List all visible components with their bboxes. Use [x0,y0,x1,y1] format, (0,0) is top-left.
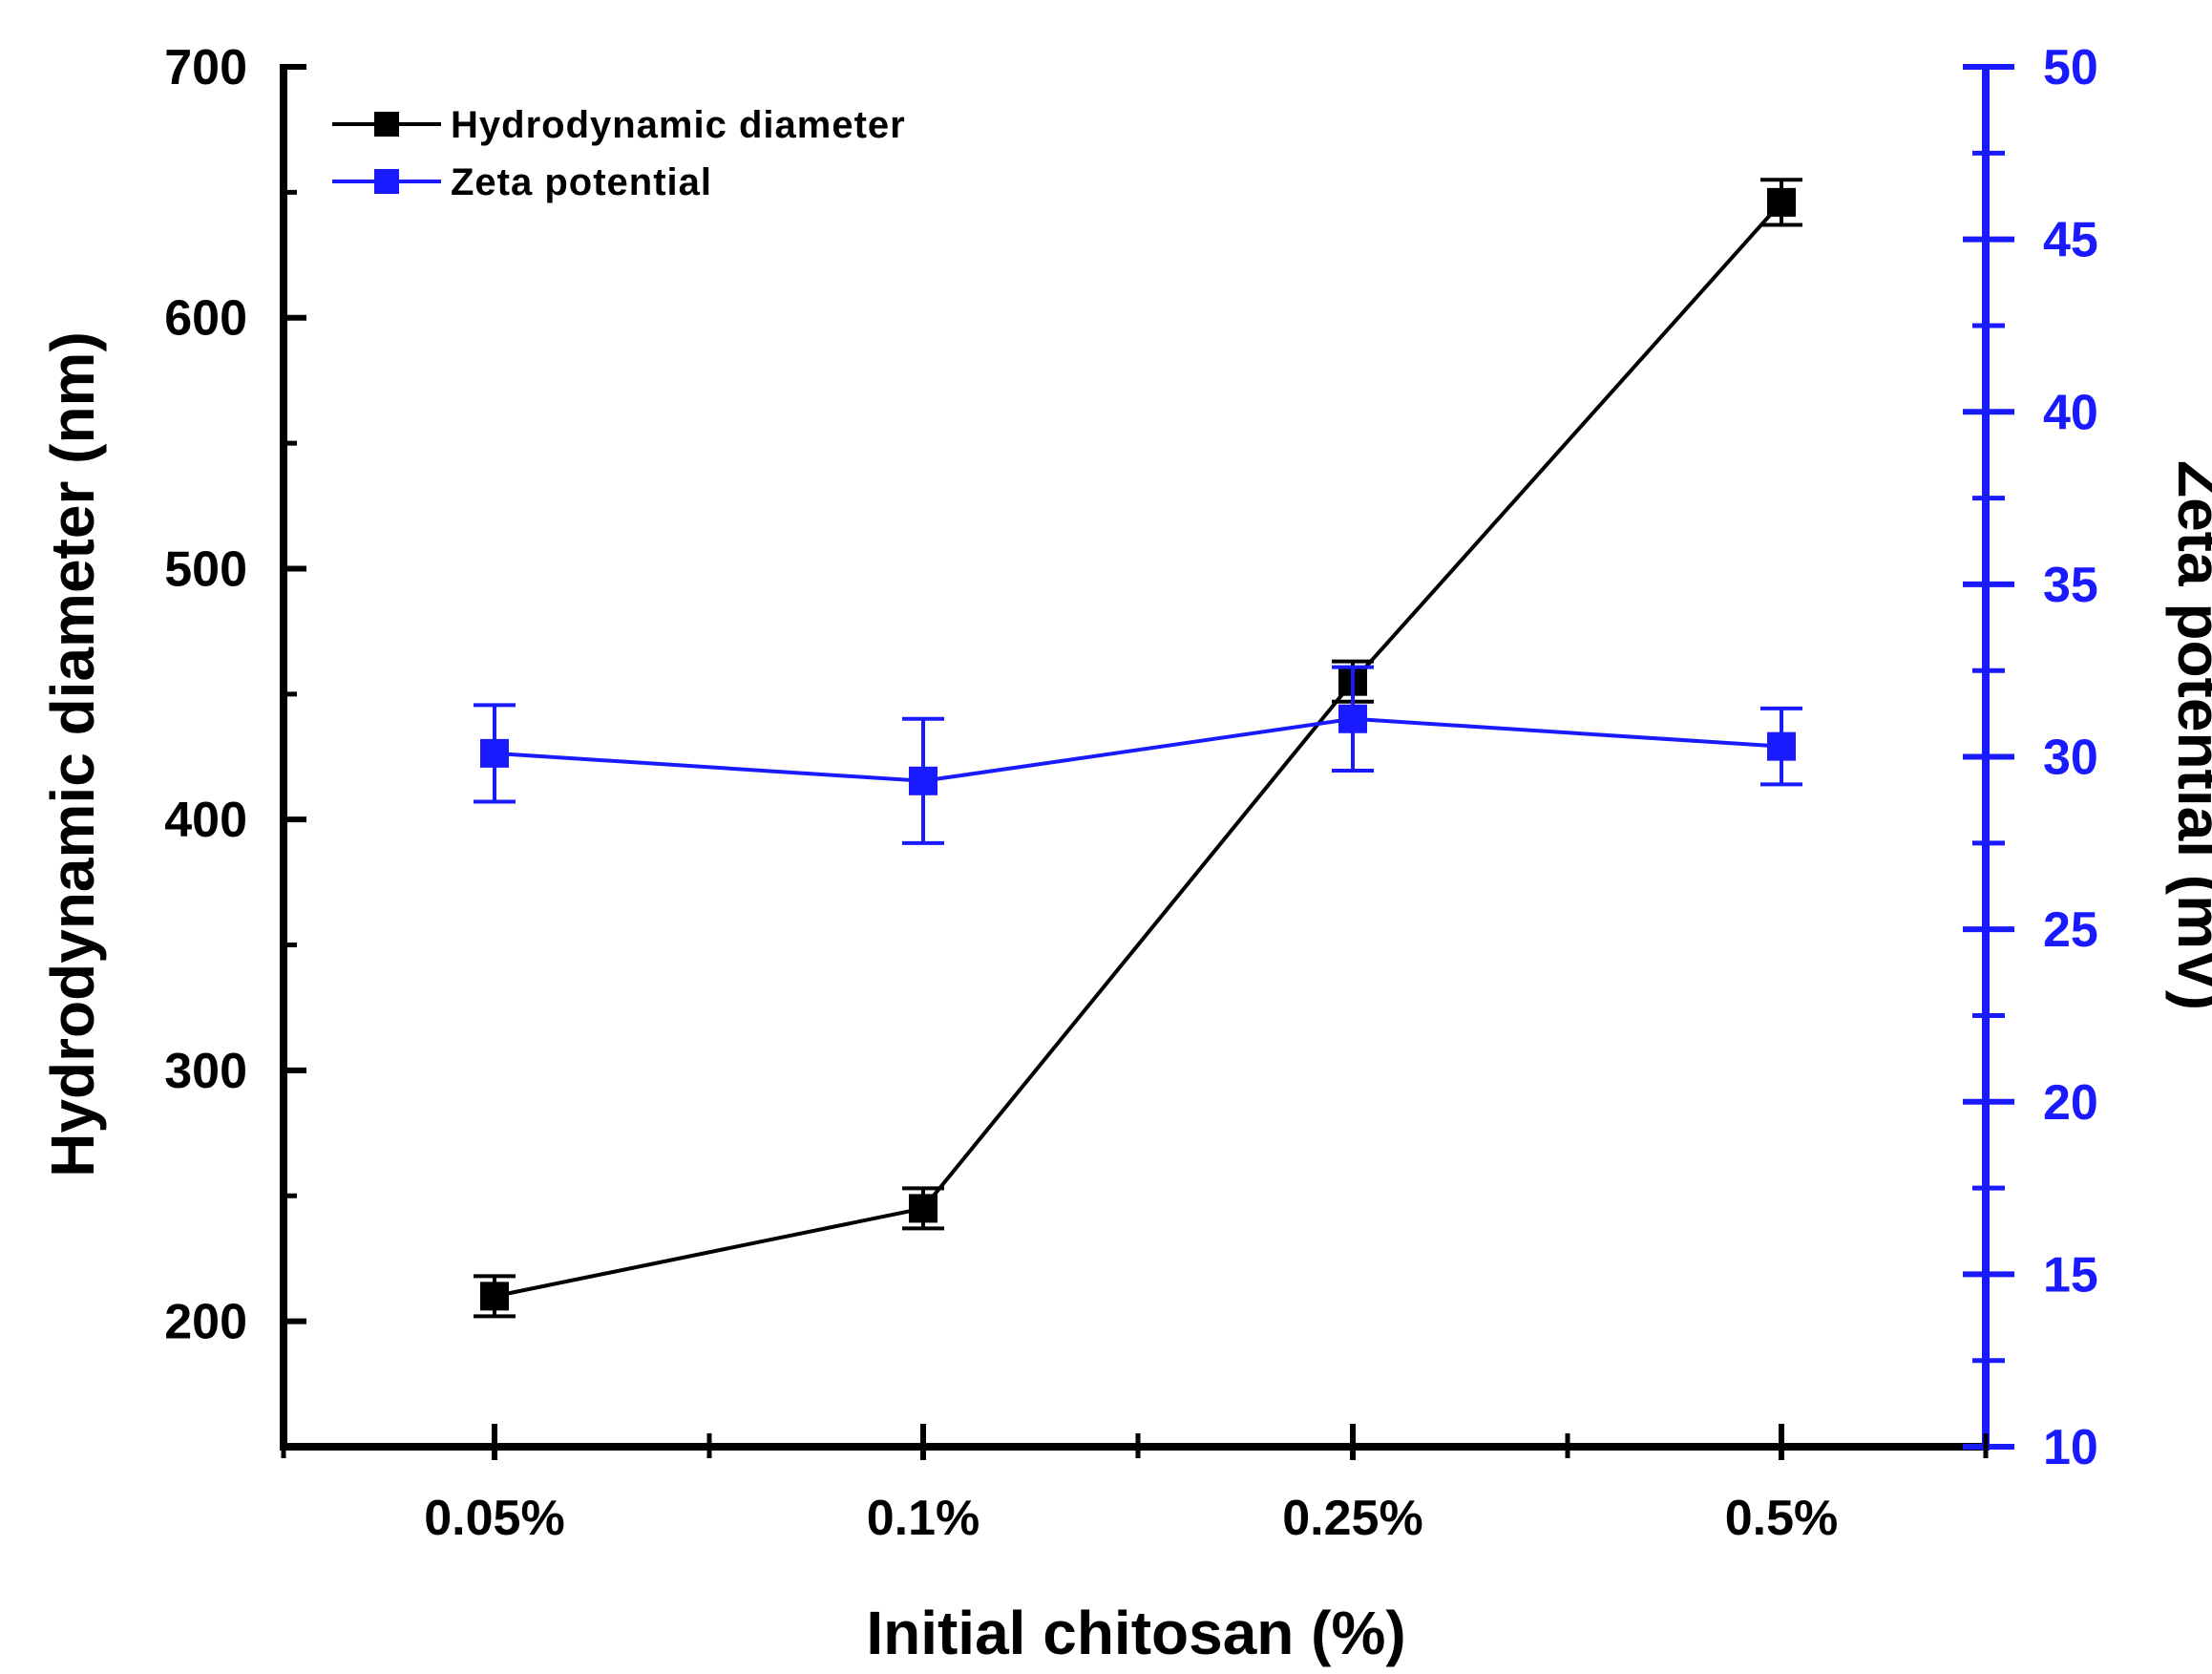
right-axis-ticks: 10 15 20 25 30 35 40 45 50 [1963,40,2098,1475]
x-axis-ticks: 0.05% 0.1% 0.25% 0.5% [281,1424,1989,1546]
right-tick-label: 20 [2043,1075,2098,1131]
left-tick-label: 500 [164,541,247,597]
data-point [1767,187,1796,217]
right-tick-label: 10 [2043,1420,2098,1475]
left-tick-label: 200 [164,1295,247,1350]
series-line [494,716,1782,783]
x-tick-label: 0.25% [1282,1491,1422,1546]
left-axis-ticks: 200 300 400 500 600 700 [164,40,306,1350]
data-point [480,738,509,768]
legend-marker-zeta [374,169,399,194]
data-point [1338,704,1367,733]
legend-label-hydrodynamic: Hydrodynamic diameter [451,104,906,146]
x-tick-label: 0.1% [867,1491,980,1546]
left-tick-label: 600 [164,291,247,347]
right-tick-label: 35 [2043,558,2098,613]
right-tick-label: 25 [2043,902,2098,958]
series-zeta-potential [474,665,1802,845]
right-tick-label: 50 [2043,40,2098,95]
legend: Hydrodynamic diameter Zeta potential [332,104,906,203]
left-tick-label: 300 [164,1044,247,1099]
right-tick-label: 15 [2043,1247,2098,1303]
right-axis-title: Zeta potential (mV) [2165,460,2212,1010]
series-line [494,201,1783,1299]
legend-label-zeta: Zeta potential [451,161,712,203]
data-point [1767,731,1796,761]
data-point [480,1282,509,1311]
left-axis-title: Hydrodynamic diameter (nm) [38,331,107,1177]
legend-marker-hydrodynamic [374,112,399,137]
right-tick-label: 40 [2043,385,2098,440]
axes [280,67,1990,1451]
data-point [909,766,937,795]
left-tick-label: 400 [164,793,247,848]
left-tick-label: 700 [164,40,247,95]
right-tick-label: 45 [2043,213,2098,268]
right-tick-label: 30 [2043,731,2098,786]
x-tick-label: 0.5% [1725,1491,1839,1546]
x-tick-label: 0.05% [424,1491,564,1546]
x-axis-title: Initial chitosan (%) [866,1599,1405,1667]
data-point [909,1194,937,1223]
series-layer [474,178,1802,1319]
